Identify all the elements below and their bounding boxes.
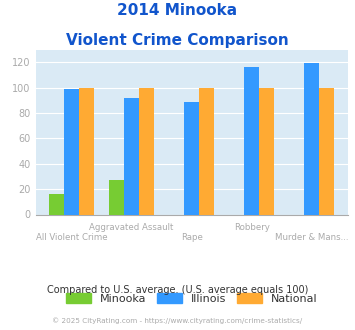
Bar xyxy=(49,194,64,214)
Bar xyxy=(64,89,79,214)
Bar xyxy=(199,87,214,214)
Text: Robbery: Robbery xyxy=(234,223,270,232)
Text: Murder & Mans...: Murder & Mans... xyxy=(275,233,349,242)
Bar xyxy=(244,67,259,214)
Text: All Violent Crime: All Violent Crime xyxy=(36,233,107,242)
Bar xyxy=(320,87,334,214)
Bar xyxy=(304,63,320,214)
Text: 2014 Minooka: 2014 Minooka xyxy=(118,3,237,18)
Text: © 2025 CityRating.com - https://www.cityrating.com/crime-statistics/: © 2025 CityRating.com - https://www.city… xyxy=(53,317,302,324)
Text: Rape: Rape xyxy=(181,233,203,242)
Text: Aggravated Assault: Aggravated Assault xyxy=(89,223,174,232)
Legend: Minooka, Illinois, National: Minooka, Illinois, National xyxy=(62,288,322,308)
Text: Violent Crime Comparison: Violent Crime Comparison xyxy=(66,33,289,48)
Bar xyxy=(79,87,94,214)
Text: Compared to U.S. average. (U.S. average equals 100): Compared to U.S. average. (U.S. average … xyxy=(47,285,308,295)
Bar xyxy=(109,180,124,214)
Bar xyxy=(184,102,199,214)
Bar xyxy=(139,87,154,214)
Bar xyxy=(259,87,274,214)
Bar xyxy=(124,98,139,214)
